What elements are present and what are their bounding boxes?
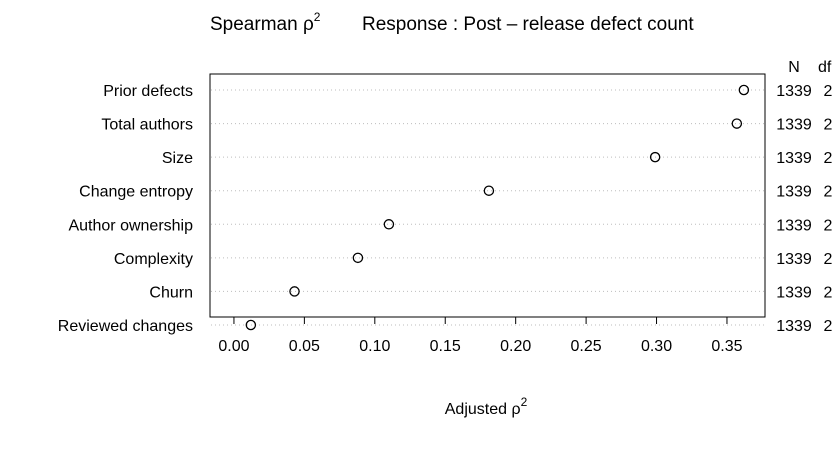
x-axis: 0.00 0.05 0.10 0.15 0.20 0.25 0.30 0.35: [218, 316, 743, 355]
chart-title-left: Spearman ρ2: [210, 10, 321, 35]
data-point: [738, 84, 750, 96]
row-label: Churn: [149, 284, 193, 301]
row-label: Change entropy: [79, 184, 193, 201]
row-author-ownership: Author ownership 1339 2: [68, 217, 832, 234]
row-label: Prior defects: [103, 83, 193, 100]
n-value: 1339: [776, 251, 812, 268]
row-complexity: Complexity 1339 2: [114, 251, 833, 268]
df-value: 2: [824, 150, 833, 167]
x-tick-label: 0.20: [500, 338, 531, 355]
x-tick-label: 0.25: [571, 338, 602, 355]
x-tick-label: 0.15: [430, 338, 461, 355]
row-total-authors: Total authors 1339 2: [101, 117, 832, 134]
x-tick-label: 0.35: [711, 338, 742, 355]
row-label: Reviewed changes: [58, 318, 193, 335]
x-tick-label: 0.30: [641, 338, 672, 355]
row-reviewed-changes: Reviewed changes 1339 2: [58, 318, 833, 335]
row-prior-defects: Prior defects 1339 2: [103, 83, 832, 100]
data-point: [649, 151, 661, 163]
n-value: 1339: [776, 83, 812, 100]
df-value: 2: [824, 217, 833, 234]
df-value: 2: [824, 184, 833, 201]
n-value: 1339: [776, 150, 812, 167]
data-point: [289, 286, 300, 297]
data-point: [731, 118, 743, 129]
df-value: 2: [824, 83, 833, 100]
df-value: 2: [824, 251, 833, 268]
df-value: 2: [824, 117, 833, 134]
n-value: 1339: [776, 117, 812, 134]
data-point: [352, 252, 364, 264]
n-value: 1339: [776, 217, 812, 234]
df-value: 2: [824, 318, 833, 335]
row-label: Complexity: [114, 251, 193, 268]
n-value: 1339: [776, 184, 812, 201]
data-point: [383, 219, 395, 230]
n-value: 1339: [776, 284, 812, 301]
n-value: 1339: [776, 318, 812, 335]
x-axis-label: Adjusted ρ2: [445, 395, 528, 418]
row-label: Author ownership: [68, 217, 193, 234]
row-size: Size 1339 2: [162, 150, 833, 167]
chart-title-right: Response : Post – release defect count: [362, 14, 694, 35]
row-change-entropy: Change entropy 1339 2: [79, 184, 832, 201]
data-point: [483, 185, 495, 196]
x-tick-label: 0.05: [289, 338, 320, 355]
x-tick-label: 0.10: [359, 338, 390, 355]
row-label: Total authors: [101, 117, 193, 134]
data-point: [245, 319, 257, 331]
df-value: 2: [824, 284, 833, 301]
x-tick-label: 0.00: [218, 338, 249, 355]
row-churn: Churn 1339 2: [149, 284, 832, 301]
row-label: Size: [162, 150, 193, 167]
n-header: N: [788, 59, 800, 76]
df-header: df: [818, 59, 832, 76]
